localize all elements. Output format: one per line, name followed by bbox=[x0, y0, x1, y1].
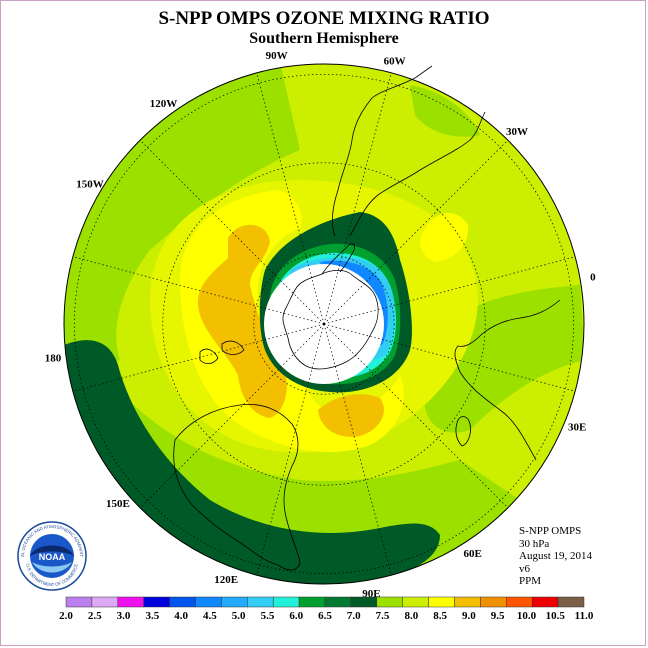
colorbar-tick-label: 6.5 bbox=[318, 610, 332, 622]
colorbar-swatch bbox=[376, 596, 403, 608]
colorbar-swatch bbox=[428, 596, 455, 608]
longitude-label: 30W bbox=[506, 126, 528, 138]
antarctica-coast bbox=[282, 269, 379, 370]
longitude-label: 60E bbox=[464, 548, 482, 560]
parallel-line bbox=[162, 162, 486, 486]
longitude-label: 150E bbox=[106, 498, 130, 510]
colorbar-tick-label: 10.0 bbox=[517, 610, 537, 622]
africa-coast bbox=[454, 299, 561, 461]
colorbar-tick-label: 9.5 bbox=[491, 610, 505, 622]
colorbar-boxes bbox=[65, 596, 585, 608]
colorbar-tick-label: 8.5 bbox=[433, 610, 447, 622]
info-level: 30 hPa bbox=[519, 537, 550, 550]
meridian-line bbox=[323, 323, 392, 576]
south-america-coast bbox=[332, 65, 433, 237]
new-zealand-coast bbox=[199, 340, 245, 364]
field-7.0-7.5-ne bbox=[410, 85, 480, 137]
meridian-line bbox=[139, 139, 325, 325]
map-border bbox=[63, 63, 585, 585]
colorbar-swatch bbox=[247, 596, 274, 608]
colorbar-tick-label: 7.5 bbox=[376, 610, 390, 622]
colorbar-tick-label: 2.5 bbox=[88, 610, 102, 622]
colorbar-tick-label: 8.0 bbox=[404, 610, 418, 622]
colorbar-swatch bbox=[506, 596, 533, 608]
colorbar-swatch bbox=[91, 596, 119, 608]
colorbar-tick-label: 10.5 bbox=[546, 610, 566, 622]
colorbar-tick-label: 4.5 bbox=[203, 610, 217, 622]
meridian-line bbox=[139, 323, 325, 509]
meridian-line bbox=[323, 139, 509, 325]
colorbar-swatch bbox=[480, 596, 507, 608]
colorbar-swatch bbox=[324, 596, 352, 608]
longitude-label: 180 bbox=[45, 352, 62, 364]
south-america-east-coast bbox=[349, 111, 486, 237]
info-version: v6 bbox=[519, 562, 530, 575]
longitude-label: 150W bbox=[76, 178, 104, 190]
longitude-label: 30E bbox=[568, 421, 586, 433]
longitude-label: 90W bbox=[266, 50, 288, 62]
field-9.0-9.5-west bbox=[197, 224, 287, 418]
graticule bbox=[72, 72, 576, 576]
meridian-line bbox=[72, 323, 325, 392]
colorbar-swatch bbox=[272, 596, 300, 608]
meridian-line bbox=[323, 256, 576, 325]
antarctic-peninsula bbox=[321, 243, 355, 275]
colorbar-swatch bbox=[402, 596, 429, 608]
colorbar-tick-label: 9.0 bbox=[462, 610, 476, 622]
colorbar-swatch bbox=[557, 596, 585, 608]
parallel-line bbox=[253, 253, 395, 395]
noaa-logo-text: NOAA bbox=[39, 552, 66, 562]
colorbar-swatch bbox=[454, 596, 481, 608]
field-8.5-9.0-ne bbox=[420, 213, 469, 262]
colorbar-tick-label: 5.0 bbox=[232, 610, 246, 622]
colorbar-tick-label: 11.0 bbox=[575, 610, 594, 622]
colorbar-swatch bbox=[531, 596, 559, 608]
colorbar-swatch bbox=[117, 596, 144, 608]
parallel-line bbox=[74, 74, 574, 574]
field-9.0-9.5-south bbox=[318, 394, 384, 437]
colorbar-tick-label: 4.0 bbox=[174, 610, 188, 622]
longitude-label: 60W bbox=[384, 55, 406, 67]
australia-coast bbox=[173, 403, 301, 571]
colorbar-tick-label: 7.0 bbox=[347, 610, 361, 622]
info-instrument: S-NPP OMPS bbox=[519, 525, 582, 537]
colorbar-tick-label: 3.0 bbox=[117, 610, 131, 622]
meridian-line bbox=[323, 323, 576, 392]
info-date: August 19, 2014 bbox=[519, 550, 593, 562]
colorbar-swatch bbox=[350, 596, 378, 608]
colorbar-swatch bbox=[169, 596, 196, 608]
meridian-line bbox=[256, 323, 325, 576]
meridian-line bbox=[323, 72, 392, 325]
chart-title: S-NPP OMPS OZONE MIXING RATIO bbox=[158, 8, 490, 29]
colorbar-tick-label: 6.0 bbox=[289, 610, 303, 622]
colorbar-labels: 2.0 2.5 3.0 3.5 4.0 4.5 5.0 5.5 6.0 6.5 7.0 7.5 8.0 8… bbox=[59, 610, 594, 622]
longitude-label: 120W bbox=[150, 98, 178, 110]
colorbar-swatch bbox=[298, 596, 326, 608]
info-block: S-NPP OMPS 30 hPa August 19, 2014 v6 PPM bbox=[519, 525, 592, 588]
chart-subtitle: Southern Hemisphere bbox=[249, 30, 399, 47]
info-units: PPM bbox=[519, 575, 542, 587]
meridian-line bbox=[256, 72, 325, 325]
colorbar-tick-label: 3.5 bbox=[145, 610, 159, 622]
colorbar-swatch bbox=[195, 596, 222, 608]
colorbar-swatch bbox=[143, 596, 170, 608]
colorbar-swatch bbox=[221, 596, 248, 608]
colorbar-tick-label: 2.0 bbox=[59, 610, 73, 622]
longitude-label: 0 bbox=[590, 272, 596, 284]
colorbar-tick-label: 5.5 bbox=[261, 610, 275, 622]
meridian-line bbox=[72, 256, 325, 325]
colorbar-swatch bbox=[65, 596, 93, 608]
meridian-line bbox=[323, 323, 509, 509]
longitude-label: 120E bbox=[214, 574, 238, 586]
noaa-logo: NOAA NATIONAL OCEANIC AND ATMOSPHERIC AD… bbox=[16, 520, 87, 591]
madagascar-coast bbox=[455, 416, 471, 447]
